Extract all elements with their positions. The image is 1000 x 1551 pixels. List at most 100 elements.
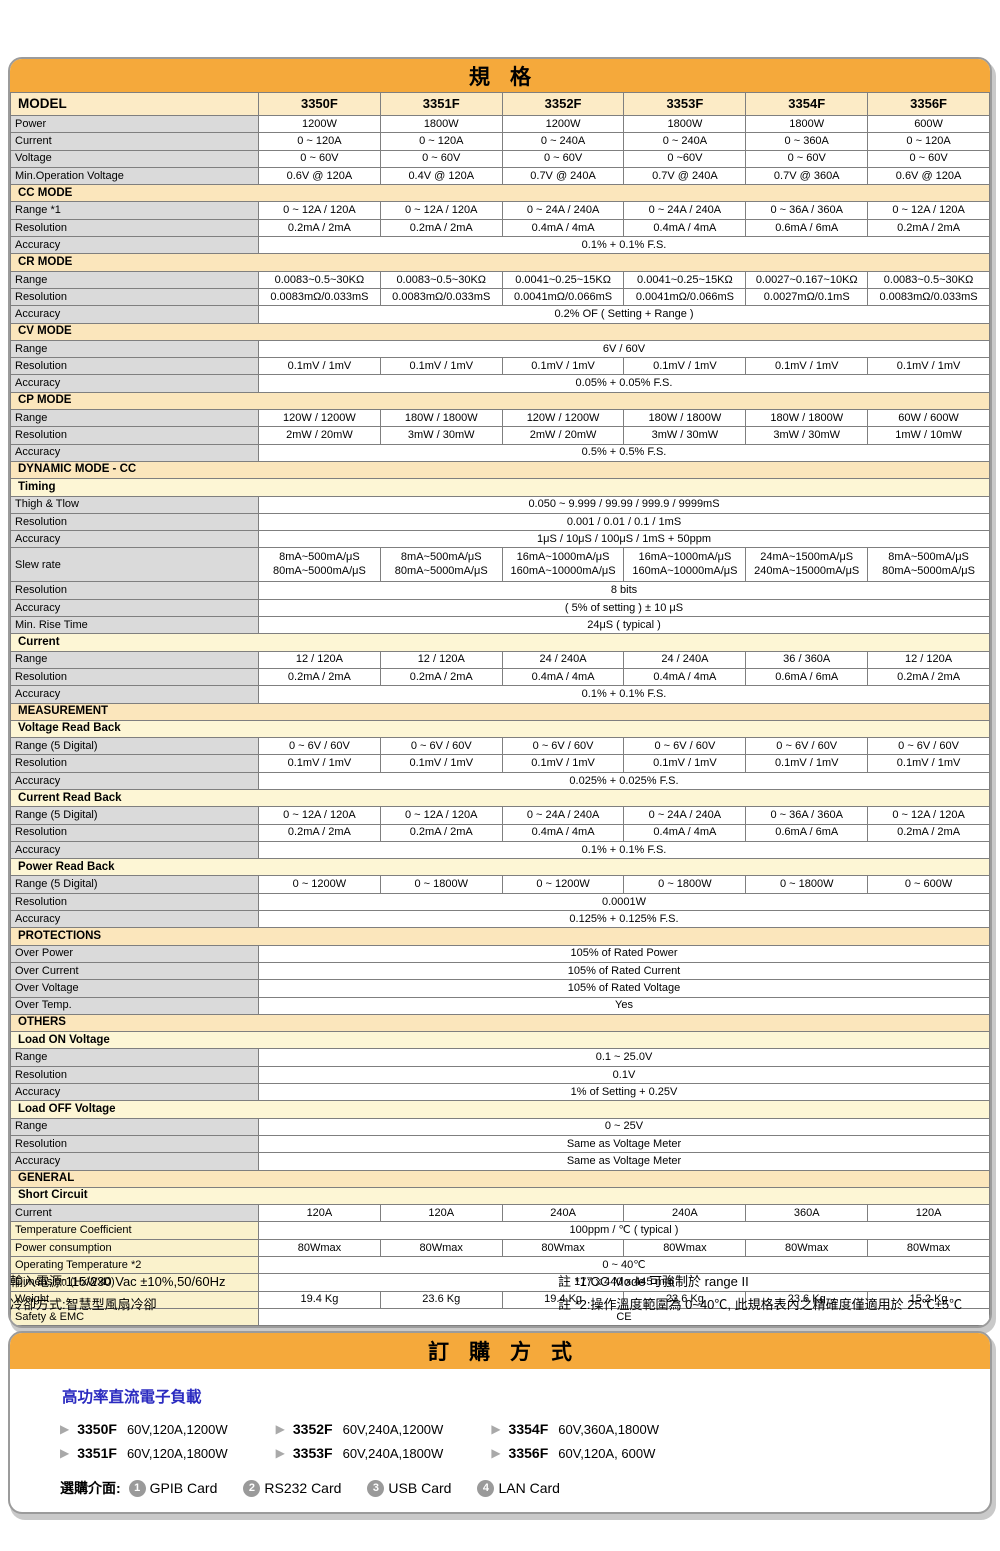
cell-value-line: 80mA~5000mA/μS [394,564,488,577]
row-value-span: 105% of Rated Voltage [258,979,990,998]
section-header-label: CP MODE [10,391,990,411]
ordering-model-number: 3352F [292,1421,333,1437]
note-remark-2: 註 *2:操作溫度範圍為 0~40℃, 此規格表內之精確度僅適用於 25℃±5℃ [558,1297,963,1312]
spec-row: Resolution 0.2mA / 2mA 0.2mA / 2mA 0.4mA / … [10,218,990,238]
cell-value: 0 ~ 60V [867,149,990,168]
option-number-badge: 1 [128,1479,146,1497]
cell-value: 120A [867,1204,990,1223]
option-number-badge: 2 [243,1479,261,1497]
cell-value: 0.1mV / 1mV [258,357,381,376]
cell-value: 0.2mA / 2mA [258,218,381,238]
row-label: Range [10,409,259,428]
spec-row: Accuracy 1μS / 10μS / 100μS / 1mS + 50ppm [10,530,990,549]
option-label: GPIB Card [149,1480,218,1496]
cell-value: 23.6 Kg [623,1290,747,1309]
arrow-bullet-icon: ▶ [491,1446,501,1460]
spec-row: Range 0 ~ 25V [10,1117,990,1136]
spec-row: Resolution 0.1mV / 1mV 0.1mV / 1mV 0.1mV / … [10,754,990,773]
cell-value: 0 ~ 360A [745,132,869,151]
cell-value: 0.2mA / 2mA [867,218,990,238]
cell-value: 0 ~ 24A / 240A [623,806,747,825]
cell-value: 24 / 240A [501,650,625,669]
note-remark-1: 註 *1:CC Mode 可強制於 range II [558,1274,749,1289]
spec-row: Range 0.0083~0.5~30KΩ 0.0083~0.5~30KΩ 0.004… [10,270,990,289]
spec-row: Range 12 / 120A 12 / 120A 24 / 240A 24 / 240… [10,650,990,669]
cell-value: 180W / 1800W [379,409,503,428]
ordering-model-spec: 60V,240A,1200W [342,1421,444,1437]
ordering-body: 高功率直流電子負載 ▶ 3350F 60V,120A,1200W ▶ 3352F 60V,… [10,1369,990,1498]
cell-value: 0.0083~0.5~30KΩ [379,270,503,289]
cell-value: 0.7V @ 240A [623,166,747,186]
spec-row: Resolution 0.0001W [10,892,990,912]
row-value-span: 0.1% + 0.1% F.S. [258,840,990,860]
cell-value: 0 ~ 12A / 120A [867,201,990,220]
spec-row: Resolution Same as Voltage Meter [10,1134,990,1154]
cell-value: 19.4 Kg [258,1290,381,1309]
spec-row: Resolution 8 bits [10,581,990,600]
ordering-model-item: ▶ 3354F 60V,360A,1800W [491,1421,659,1437]
spec-row: Current 0 ~ 120A 0 ~ 120A 0 ~ 240A 0 ~ 240A 0… [10,132,990,151]
row-label: Resolution [10,667,259,687]
section-header-label: Current [10,633,990,652]
cell-value: 12 / 120A [258,650,381,669]
cell-value: 0.2mA / 2mA [379,823,503,842]
cell-value: 80Wmax [745,1238,869,1258]
cell-value: 12 / 120A [379,650,503,669]
section-header-label: Voltage Read Back [10,719,990,739]
spec-row: Slew rate 8mA~500mA/μS 80mA~5000mA/μS 8mA~5… [10,547,990,583]
subsection-header-row: Voltage Read Back [10,719,990,739]
cell-value: 15.2 Kg [867,1290,990,1309]
ordering-options: 選購介面: 1 GPIB Card 2 RS232 Card 3 USB Card 4 LAN… [60,1478,990,1498]
cell-value: 8mA~500mA/μS 80mA~5000mA/μS [258,547,381,583]
cell-value: 0.1mV / 1mV [379,357,503,376]
section-header-label: GENERAL [10,1169,990,1188]
row-label: Temperature Coefficient [10,1221,259,1240]
row-value-span: Same as Voltage Meter [258,1152,990,1171]
ordering-model-item: ▶ 3353F 60V,240A,1800W [276,1445,444,1461]
cell-value: 0.0083~0.5~30KΩ [867,270,990,289]
spec-row: Thigh & Tlow 0.050 ~ 9.999 / 99.99 / 999.… [10,495,990,514]
spec-row: Accuracy 0.05% + 0.05% F.S. [10,374,990,393]
row-value-span: 0.1V [258,1065,990,1085]
cell-value: 0 ~ 6V / 60V [379,737,503,756]
footnotes-left: 輸入電源:115/230 Vac ±10%,50/60Hz 冷卻方式:智慧型風扇… [10,1270,225,1316]
spec-row: Range 0.1 ~ 25.0V [10,1048,990,1067]
cell-value-line: 160mA~10000mA/μS [632,564,738,577]
row-label: Range (5 Digital) [10,737,259,756]
cell-value-line: 16mA~1000mA/μS [516,551,610,564]
spec-row: Accuracy Same as Voltage Meter [10,1152,990,1171]
cell-value-line: 80mA~5000mA/μS [882,564,975,577]
row-value-span: 0.1% + 0.1% F.S. [258,236,990,255]
cell-value: 180W / 1800W [623,409,747,428]
row-label: Range *1 [10,201,259,220]
cell-value: 60W / 600W [867,409,990,428]
row-value-span: 0.05% + 0.05% F.S. [258,374,990,393]
section-header-row: CC MODE [10,184,990,203]
cell-value: 120W / 1200W [501,409,625,428]
cell-value: 0 ~ 24A / 240A [501,201,625,220]
cell-value-line: 8mA~500mA/μS [888,551,969,564]
subsection-header-row: Current Read Back [10,788,990,808]
cell-value: 600W [867,114,990,134]
cell-value-line: 80mA~5000mA/μS [272,564,366,577]
spec-row: Power consumption 80Wmax 80Wmax 80Wmax 80Wma… [10,1238,990,1258]
cell-value-line: 24mA~1500mA/μS [760,551,854,564]
cell-value: 0.4mA / 4mA [501,823,625,842]
cell-value: 0 ~ 1200W [501,875,625,894]
model-header-row: MODEL 3350F 3351F 3352F 3353F 3354F 3356F [10,92,990,116]
cell-value: 0.0083mΩ/0.033mS [867,287,990,307]
cell-value: 0 ~ 6V / 60V [258,737,381,756]
row-value-span: 8 bits [258,581,990,600]
row-label: Range [10,1117,259,1136]
ordering-model-spec: 60V,120A, 600W [558,1445,656,1461]
row-label: Range (5 Digital) [10,875,259,894]
cell-value: 0 ~ 1200W [258,875,381,894]
cell-value: 0 ~ 120A [867,132,990,151]
cell-value: 0.4mA / 4mA [501,667,625,687]
option-number-badge: 4 [477,1479,495,1497]
spec-row: Accuracy 0.025% + 0.025% F.S. [10,771,990,790]
cell-value: 3mW / 30mW [745,426,869,445]
section-header-label: PROTECTIONS [10,927,990,946]
spec-row: Accuracy( 5% of setting ) ± 10 μS [10,598,990,618]
cell-value: 0.2mA / 2mA [379,218,503,238]
